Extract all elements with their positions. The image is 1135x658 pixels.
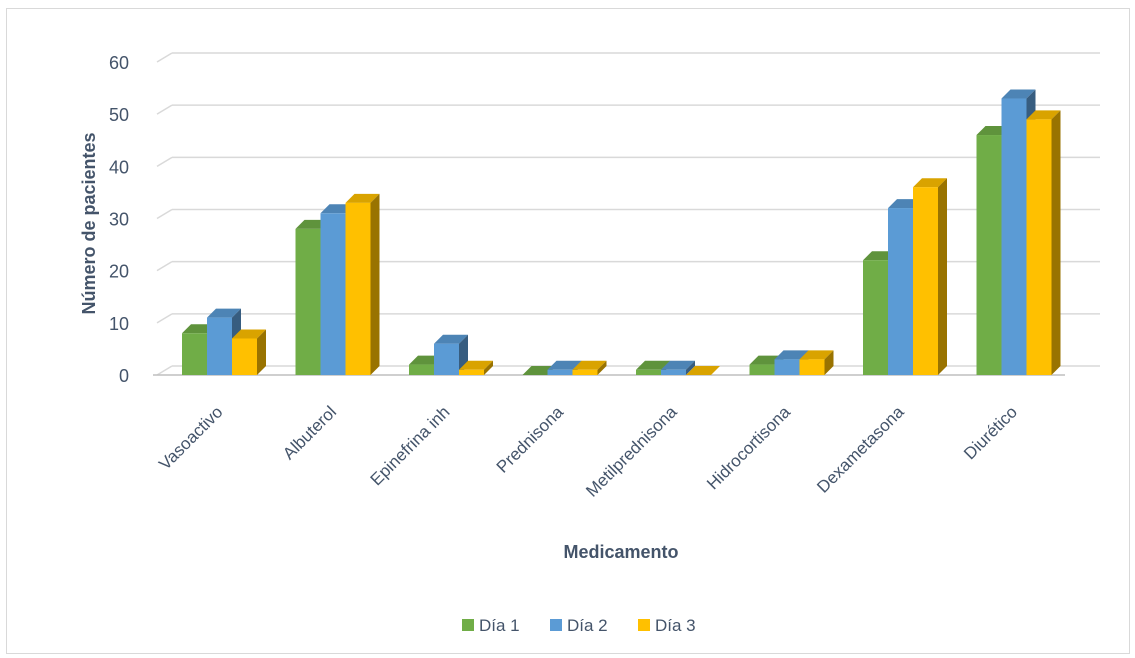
y-tick-label: 60 [109, 53, 129, 73]
legend-label: Día 2 [567, 616, 608, 635]
bar-front [434, 344, 459, 375]
legend: Día 1 Día 2 Día 3 [462, 616, 696, 635]
y-tick-label: 50 [109, 105, 129, 125]
bar-side [938, 178, 947, 375]
bar-chart: 0 10 20 30 40 50 60 Vasoactivo Albuterol Epinefr… [7, 9, 1129, 653]
y-axis-title: Número de pacientes [79, 132, 99, 314]
legend-label: Día 1 [479, 616, 520, 635]
bar-front [775, 359, 800, 375]
bar-front [182, 333, 207, 375]
x-tick-label: Epinefrina inh [367, 402, 454, 489]
y-tick-label: 0 [119, 366, 129, 386]
bar [232, 329, 266, 375]
y-tick-label: 30 [109, 210, 129, 230]
y-axis-ticks: 0 10 20 30 40 50 60 [109, 53, 129, 386]
gridline-depth [157, 366, 172, 375]
gridline-depth [157, 314, 172, 323]
x-tick-label: Vasoactivo [155, 402, 226, 473]
bar-front [207, 318, 232, 375]
bar-front [913, 187, 938, 375]
bar [346, 194, 380, 375]
bar [1027, 110, 1061, 375]
gridline-depth [157, 105, 172, 114]
legend-swatch [550, 619, 562, 631]
gridline-depth [157, 157, 172, 166]
gridline-depth [157, 210, 172, 219]
bar-front [800, 359, 825, 375]
bar-front [750, 365, 775, 375]
bar-front [636, 370, 661, 375]
bar-front [1002, 99, 1027, 375]
legend-label: Día 3 [655, 616, 696, 635]
x-axis-title: Medicamento [563, 542, 678, 562]
bar-front [459, 370, 484, 375]
legend-swatch [638, 619, 650, 631]
bar-front [863, 260, 888, 375]
bar-front [1027, 119, 1052, 375]
legend-item: Día 1 [462, 616, 520, 635]
y-tick-label: 10 [109, 314, 129, 334]
bars [182, 90, 1061, 375]
x-tick-label: Hidrocortisona [703, 402, 794, 493]
gridline-depth [157, 53, 172, 62]
bar-side [371, 194, 380, 375]
x-tick-label: Albuterol [279, 402, 340, 463]
bar-front [548, 370, 573, 375]
bar-front [321, 213, 346, 375]
x-tick-label: Metilprednisona [582, 402, 681, 501]
bar-front [346, 203, 371, 375]
bar-side [1052, 110, 1061, 375]
bar-front [661, 370, 686, 375]
bar [913, 178, 947, 375]
bar-front [296, 229, 321, 375]
bar-front [977, 135, 1002, 375]
legend-item: Día 2 [550, 616, 608, 635]
bar-front [573, 370, 598, 375]
chart-frame: 0 10 20 30 40 50 60 Vasoactivo Albuterol Epinefr… [6, 8, 1130, 654]
y-tick-label: 20 [109, 262, 129, 282]
legend-item: Día 3 [638, 616, 696, 635]
y-tick-label: 40 [109, 157, 129, 177]
bar-front [232, 338, 257, 375]
x-tick-label: Dexametasona [813, 402, 908, 497]
x-tick-label: Prednisona [493, 402, 568, 477]
bar-front [888, 208, 913, 375]
legend-swatch [462, 619, 474, 631]
bar-front [409, 365, 434, 375]
gridline-depth [157, 262, 172, 271]
x-tick-label: Diurético [960, 402, 1021, 463]
category-labels: Vasoactivo Albuterol Epinefrina inh Prednis… [155, 402, 1021, 501]
